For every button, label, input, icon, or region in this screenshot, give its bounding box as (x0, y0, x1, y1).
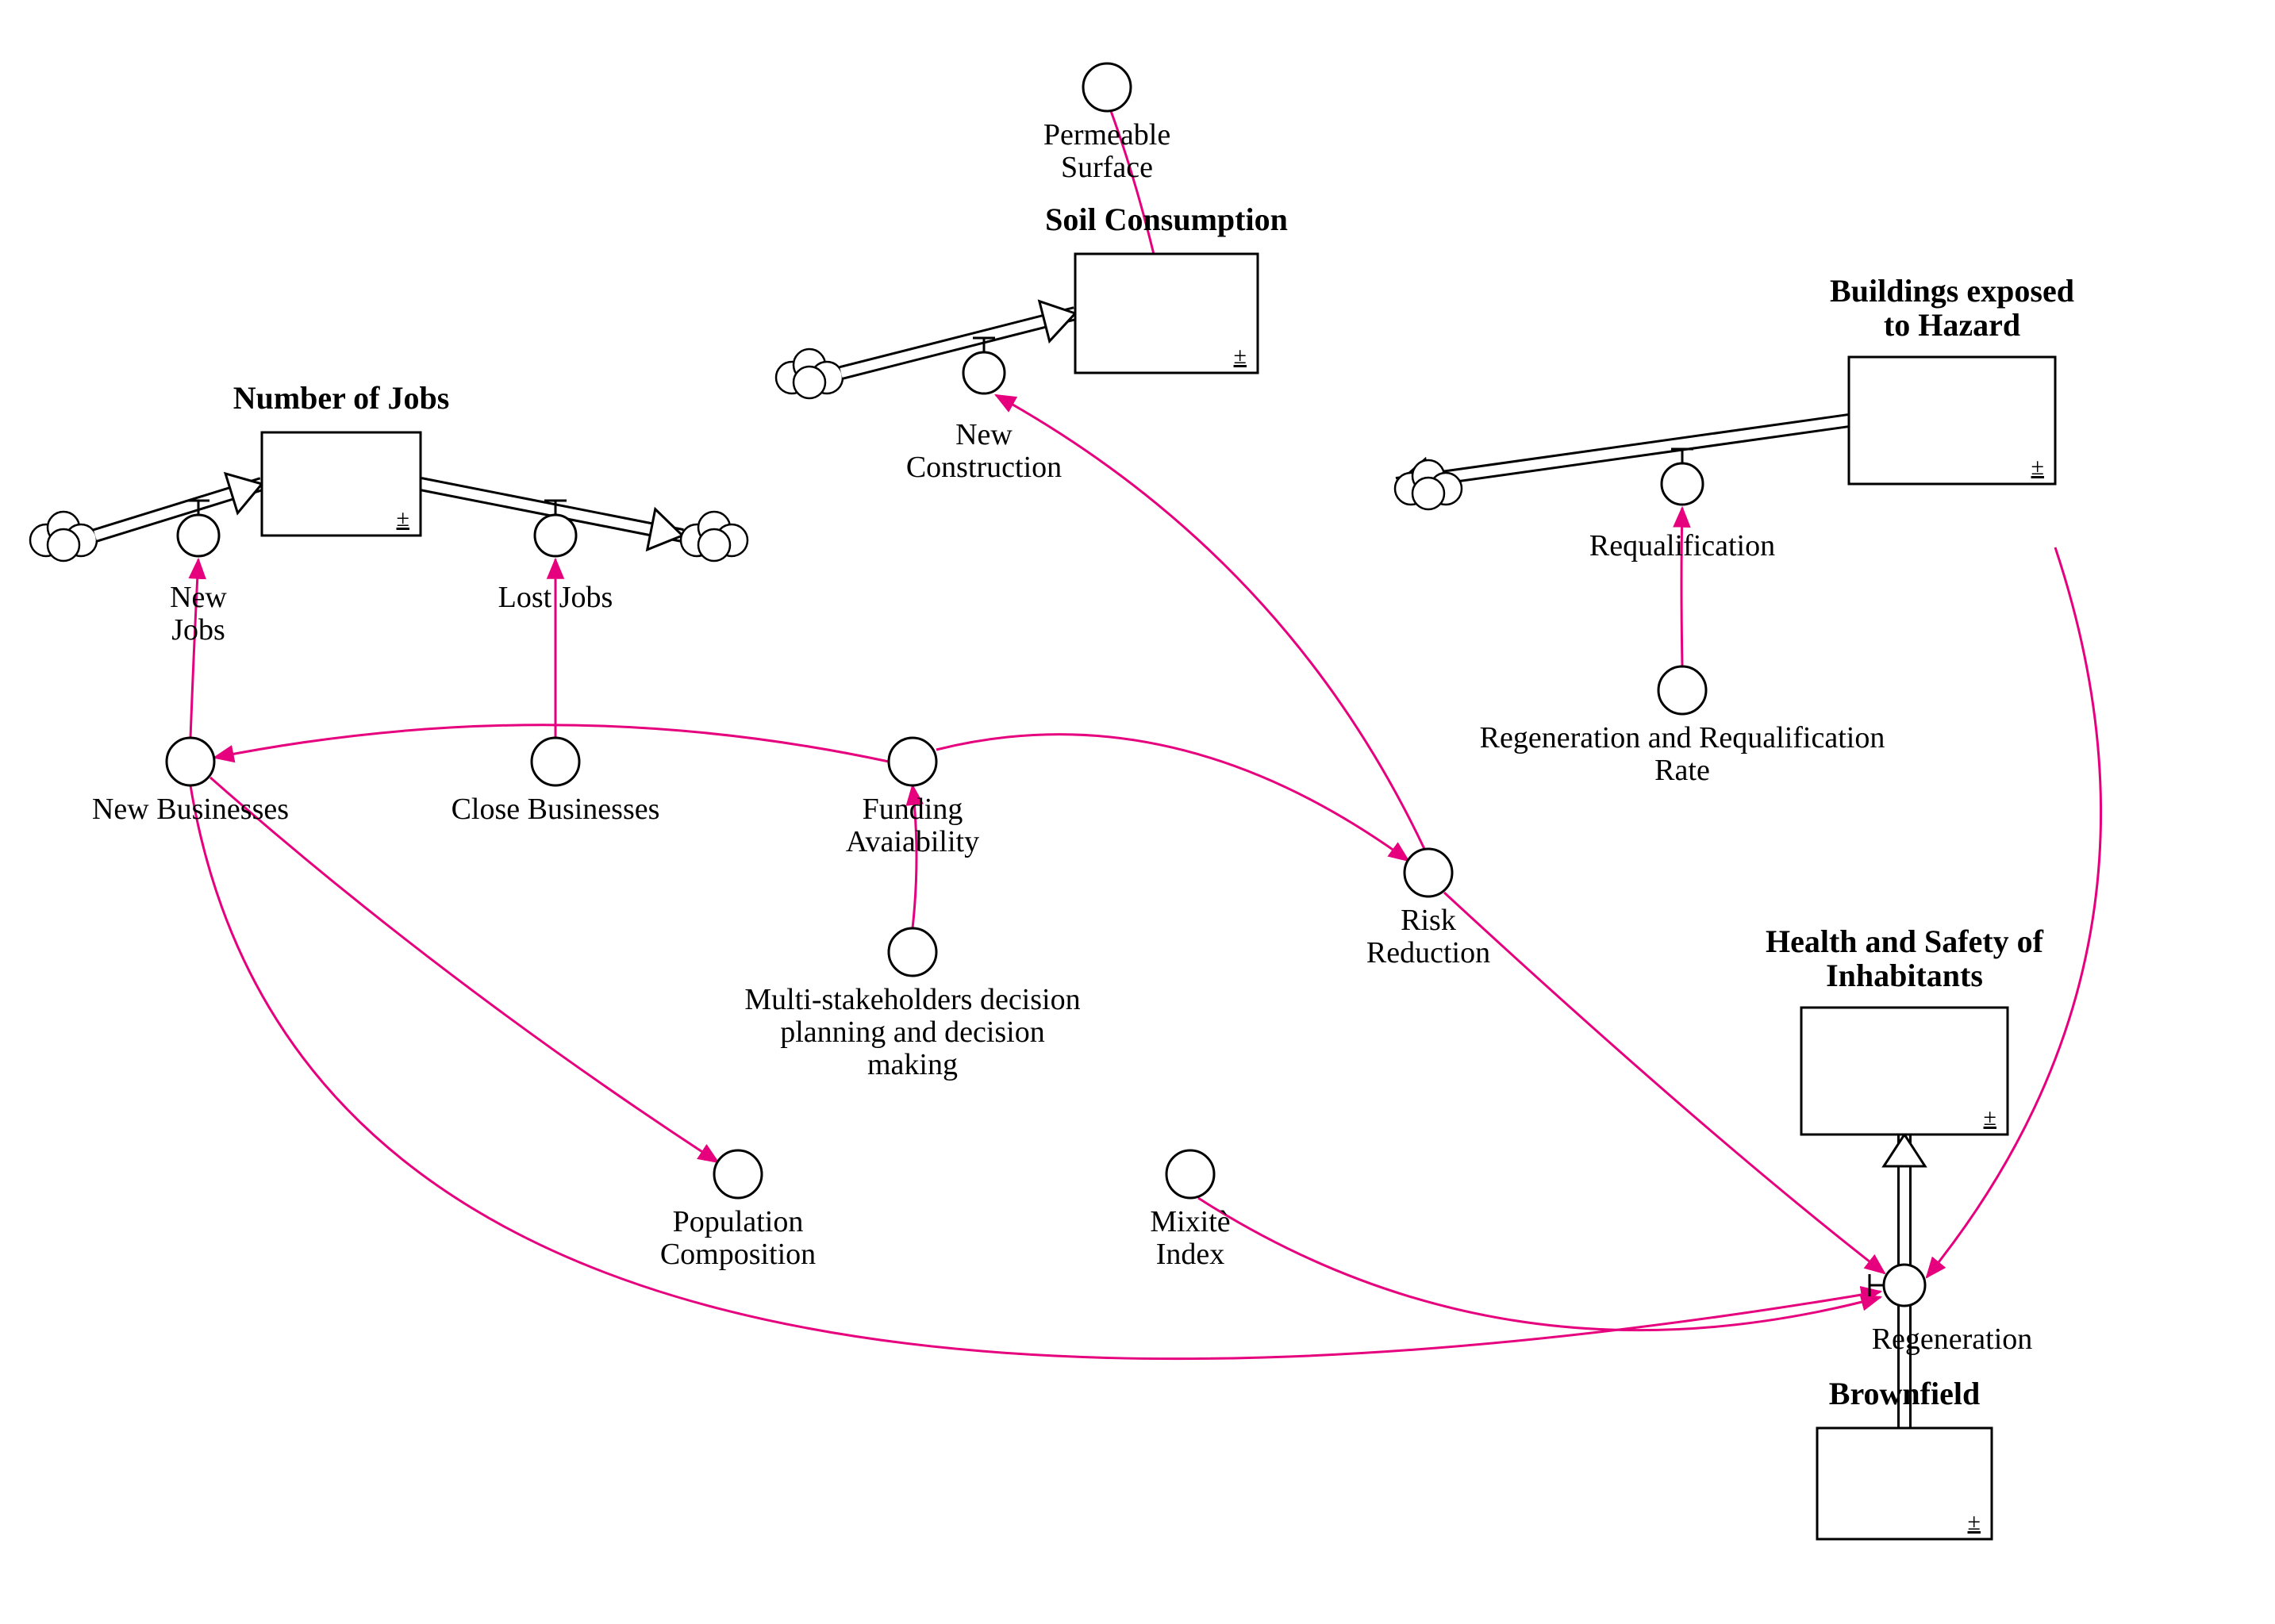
aux-perm (1083, 63, 1131, 111)
valve-label: NewJobs (170, 581, 227, 647)
aux-funding (889, 738, 936, 785)
stock-hazard: ± (1849, 357, 2055, 484)
causal-link (1198, 1198, 1881, 1330)
valve-label: Regeneration (1872, 1323, 2033, 1356)
aux-label: RiskReduction (1366, 904, 1490, 969)
stocks-layer: ± ± ± ± ± (262, 254, 2055, 1539)
aux-newbus (167, 738, 214, 785)
aux-multi (889, 928, 936, 976)
flow-pipe (1397, 420, 1849, 500)
flow-pipe (1884, 1134, 1925, 1182)
aux-label: New Businesses (92, 793, 289, 826)
aux-label: PermeableSurface (1043, 118, 1170, 184)
aux-label: Regeneration and RequalificationRate (1480, 721, 1885, 787)
plus-minus: ± (1984, 1104, 1996, 1131)
causal-link (936, 735, 1408, 861)
valve-label: NewConstruction (906, 418, 1062, 484)
stock-jobs: ± (262, 432, 421, 536)
plus-minus: ± (397, 505, 409, 532)
aux-closebus (532, 738, 579, 785)
plus-minus: ± (1234, 343, 1247, 369)
cloud (681, 512, 747, 561)
aux-popcomp (714, 1150, 762, 1198)
valve (1662, 449, 1703, 505)
cloud (1395, 460, 1462, 509)
cloud (776, 349, 843, 398)
plus-minus: ± (2031, 454, 2044, 480)
stock-label: Health and Safety ofInhabitants (1766, 923, 2044, 993)
flow-pipe (841, 301, 1075, 373)
aux-label: FundingAvaiability (846, 793, 979, 858)
system-dynamics-diagram: ± ± ± ± ± Number of Jobs Soil Consumption Build… (0, 0, 2275, 1624)
valve-label: Requalification (1589, 529, 1775, 562)
aux-label: Close Businesses (452, 793, 660, 826)
aux-rrrate (1658, 666, 1706, 714)
aux-mixite (1166, 1150, 1214, 1198)
aux-label: MixitèIndex (1150, 1205, 1230, 1271)
plus-minus: ± (1968, 1509, 1981, 1535)
flow-pipe (95, 474, 262, 536)
valve-label: Lost Jobs (498, 581, 613, 614)
stock-brown: ± (1817, 1428, 1992, 1539)
causal-link (1927, 547, 2101, 1277)
stock-label: Buildings exposedto Hazard (1830, 273, 2074, 343)
stock-label: Brownfield (1829, 1376, 1980, 1411)
valve (1870, 1265, 1925, 1306)
aux-risk (1405, 849, 1452, 896)
cloud (30, 512, 97, 561)
aux-label: PopulationComposition (660, 1205, 816, 1271)
stock-health: ± (1801, 1008, 2008, 1134)
causal-link (210, 777, 718, 1162)
stock-soil: ± (1075, 254, 1258, 373)
stock-label: Soil Consumption (1045, 202, 1288, 237)
aux-label: Multi-stakeholders decisionplanning and … (744, 983, 1080, 1081)
causal-link (190, 785, 1881, 1359)
stock-label: Number of Jobs (233, 380, 450, 416)
